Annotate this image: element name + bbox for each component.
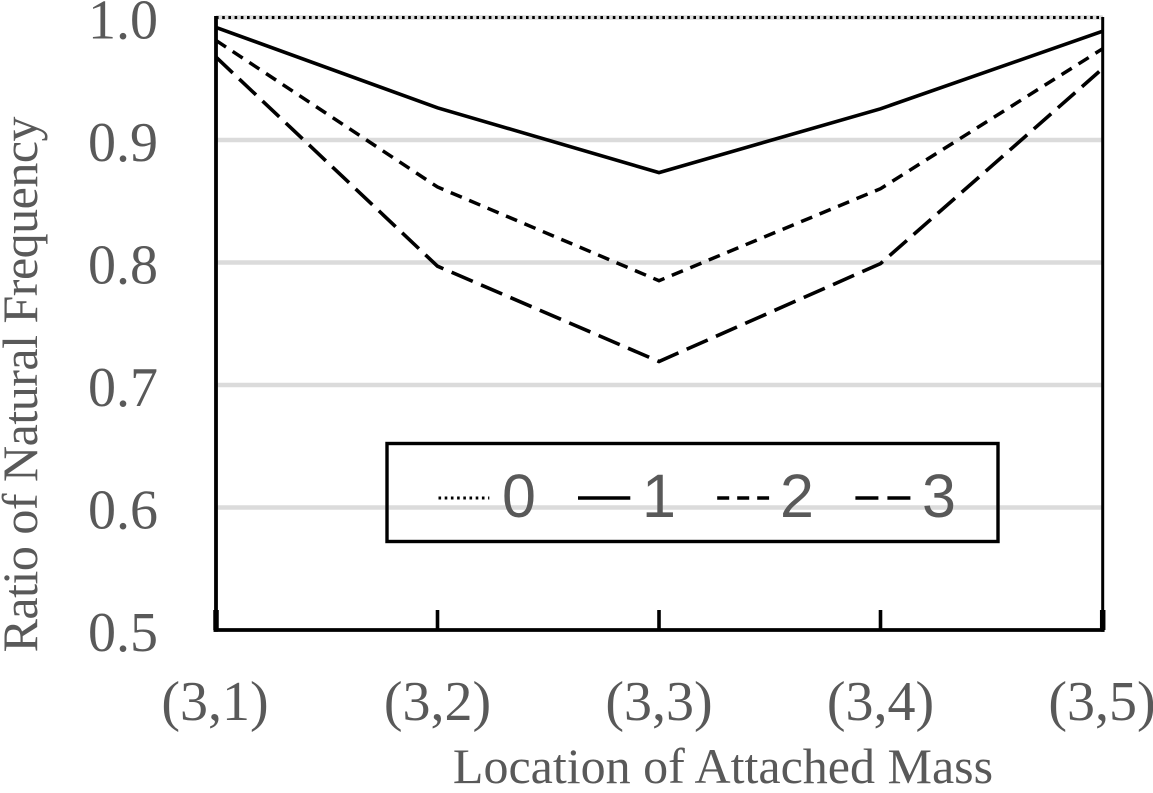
svg-text:0: 0 xyxy=(502,462,536,530)
svg-text:0.5: 0.5 xyxy=(88,602,158,664)
svg-text:0.8: 0.8 xyxy=(88,235,158,297)
svg-text:(3,5): (3,5) xyxy=(1048,671,1153,733)
svg-text:0.7: 0.7 xyxy=(88,357,158,419)
svg-text:1: 1 xyxy=(642,462,676,530)
svg-text:(3,3): (3,3) xyxy=(605,671,712,733)
svg-text:2: 2 xyxy=(780,462,814,530)
svg-text:(3,2): (3,2) xyxy=(384,671,491,733)
svg-text:Location of Attached Mass: Location of Attached Mass xyxy=(453,738,993,788)
svg-text:1.0: 1.0 xyxy=(88,0,158,52)
svg-text:3: 3 xyxy=(922,462,956,530)
svg-text:(3,4): (3,4) xyxy=(827,671,934,733)
svg-text:(3,1): (3,1) xyxy=(161,671,268,733)
svg-text:0.6: 0.6 xyxy=(88,480,158,542)
svg-text:Ratio of Natural Frequency: Ratio of Natural Frequency xyxy=(0,116,48,652)
svg-text:0.9: 0.9 xyxy=(88,112,158,174)
